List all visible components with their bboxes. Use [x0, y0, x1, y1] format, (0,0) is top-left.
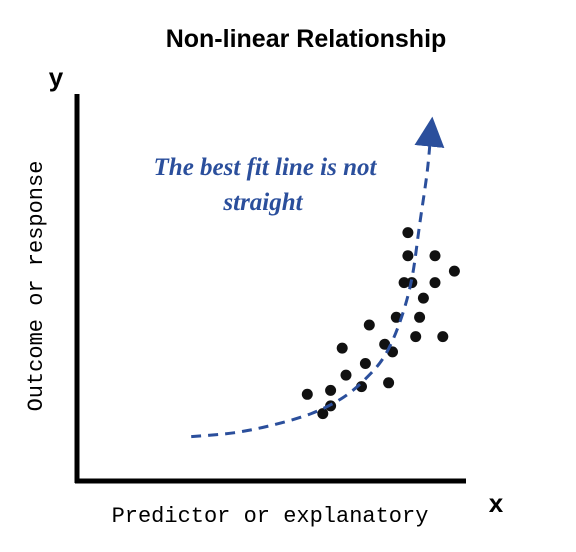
annotation-line-1: The best fit line is not — [154, 154, 378, 181]
data-point — [402, 227, 414, 239]
x-axis-label: Predictor or explanatory — [112, 504, 429, 529]
scatter-points — [301, 227, 460, 420]
data-point — [417, 292, 429, 304]
data-point — [398, 277, 410, 289]
best-fit-curve — [191, 116, 445, 439]
data-point — [429, 277, 441, 289]
data-point — [414, 311, 426, 323]
chart-title: Non-linear Relationship — [166, 25, 447, 53]
data-point — [410, 331, 422, 343]
data-point — [429, 250, 441, 262]
y-axis-letter: y — [49, 62, 64, 92]
data-point — [448, 265, 460, 277]
data-point — [340, 369, 352, 381]
y-axis-label: Outcome or response — [24, 161, 49, 412]
x-axis-letter: x — [489, 488, 504, 518]
annotation-line-2: straight — [222, 189, 303, 216]
data-point — [363, 319, 375, 331]
data-point — [301, 388, 313, 400]
best-fit-curve-group — [191, 116, 445, 439]
data-point — [383, 377, 395, 389]
data-point — [317, 408, 329, 420]
data-point — [402, 250, 414, 262]
data-point — [437, 331, 449, 343]
data-point — [379, 338, 391, 350]
data-point — [359, 358, 371, 369]
data-point — [336, 342, 348, 354]
data-point — [325, 384, 337, 396]
